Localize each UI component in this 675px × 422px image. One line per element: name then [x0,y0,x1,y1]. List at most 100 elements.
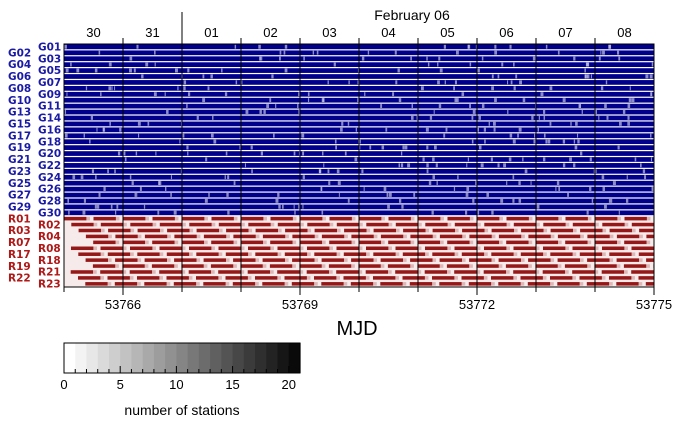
colorbar-swatch [277,343,290,373]
day-boundary-lines [122,44,596,287]
satellite-label-g10: G10 [8,95,31,107]
top-tick-label: 08 [617,25,631,40]
colorbar-swatch [64,343,76,373]
satellite-label-r18: R18 [38,255,61,267]
colorbar-label: number of stations [124,402,239,418]
top-tick-label: 30 [86,25,100,40]
satellite-label-r03: R03 [8,225,31,237]
coverage-row-r02 [71,222,654,227]
bottom-tick-label: 53775 [636,297,672,312]
satellite-label-g06: G06 [8,71,31,83]
satellite-label-g22: G22 [38,160,61,172]
colorbar-swatch [255,343,267,373]
top-tick-label: 03 [322,25,336,40]
colorbar-swatch [243,343,256,373]
colorbar-tick-label: 5 [117,377,124,392]
colorbar-tick-label: 0 [60,377,67,392]
satellite-label-r08: R08 [38,243,61,255]
satellite-label-r07: R07 [8,237,31,249]
coverage-row-r04 [85,234,654,239]
coverage-row-r08 [71,246,654,251]
bottom-axis: 53766 53769 53772 53775 [63,287,672,312]
satellite-label-g03: G03 [38,53,61,65]
top-tick-label: 01 [204,25,218,40]
colorbar-swatch [210,343,222,373]
top-tick-label: 06 [499,25,513,40]
satellite-label-g27: G27 [8,190,31,202]
satellite-label-g15: G15 [8,119,31,131]
satellite-label-g02: G02 [8,47,31,59]
satellite-label-r17: R17 [8,249,31,261]
satellite-label-g25: G25 [8,178,31,190]
top-axis: 30 31 01 02 03 04 05 06 07 08 [86,12,632,44]
colorbar-tick-label: 20 [282,377,296,392]
satellite-label-g18: G18 [38,136,61,148]
colorbar-swatch [221,343,234,373]
satellite-label-g11: G11 [38,101,61,113]
colorbar-swatch [153,343,166,373]
colorbar-swatch [86,343,99,373]
satellite-label-g08: G08 [8,83,31,95]
coverage-row-r23 [85,282,654,286]
colorbar-swatch [266,343,279,373]
top-tick-label: 07 [558,25,572,40]
glonass-coverage-rows [64,215,654,287]
satellite-label-r19: R19 [8,261,31,273]
bottom-tick-label: 53766 [105,297,141,312]
satellite-label-g16: G16 [38,124,61,136]
satellite-label-g09: G09 [38,89,61,101]
satellite-label-r23: R23 [38,279,61,291]
colorbar-frame [63,342,301,374]
colorbar-swatch [75,343,88,373]
satellite-label-g17: G17 [8,130,31,142]
colorbar-tick-label: 10 [169,377,183,392]
coverage-row-r18 [85,258,654,262]
satellite-label-g20: G20 [38,148,61,160]
satellite-label-g01: G01 [38,41,61,53]
coverage-row-r21 [70,270,654,274]
colorbar-swatch [176,343,189,373]
coverage-row-r03 [78,228,654,233]
colorbar-swatch [232,343,245,373]
bottom-tick-label: 53772 [459,297,495,312]
top-tick-label: 04 [381,25,395,40]
satellite-label-g04: G04 [8,59,31,71]
satellite-label-g30: G30 [38,207,61,219]
satellite-label-g28: G28 [38,196,61,208]
colorbar-swatch [97,343,110,373]
colorbar-swatch [198,343,211,373]
coverage-row-r01 [64,216,651,221]
satellite-label-g26: G26 [38,184,61,196]
colorbar-swatch [165,343,177,373]
satellite-label-g13: G13 [8,107,31,119]
satellite-label-r04: R04 [38,231,61,243]
satellite-label-g29: G29 [8,201,31,213]
colorbar-swatch [108,343,121,373]
satellite-label-g05: G05 [38,65,61,77]
top-tick-label: 02 [263,25,277,40]
satellite-label-g19: G19 [8,142,31,154]
satellite-label-r02: R02 [38,219,61,231]
coverage-row-r17 [78,252,654,256]
x-axis-label: MJD [336,318,377,340]
coverage-row-r07 [93,240,654,245]
satellite-label-g14: G14 [38,113,61,125]
satellite-label-g23: G23 [8,166,31,178]
satellite-label-g07: G07 [38,77,61,89]
satellite-label-g24: G24 [38,172,61,184]
top-axis-title: February 06 [374,7,450,23]
satellite-label-g21: G21 [8,154,31,166]
colorbar-swatch [142,343,155,373]
colorbar: 0 5 10 15 20 [60,342,301,392]
colorbar-swatch [120,343,133,373]
satellite-label-r01: R01 [8,213,31,225]
coverage-row-r19 [92,264,654,268]
satellite-label-r21: R21 [38,267,61,279]
plot-area [64,44,654,287]
top-tick-label: 05 [440,25,454,40]
colorbar-tick-label: 15 [225,377,239,392]
colorbar-swatch [288,343,301,373]
top-tick-label: 31 [145,25,159,40]
